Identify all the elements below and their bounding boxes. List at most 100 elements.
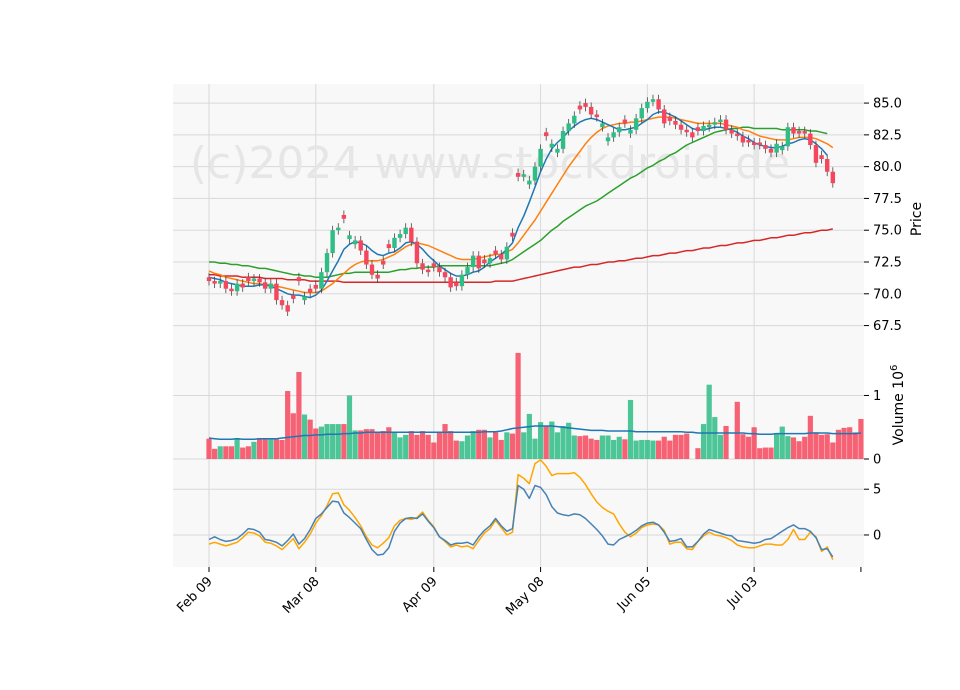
watermark: (c)2024 www.stockdroid.de <box>190 138 790 189</box>
volume-bar <box>712 417 718 459</box>
volume-bar <box>611 439 617 459</box>
volume-bar <box>656 440 662 459</box>
y-tick-label: 72.5 <box>873 256 902 271</box>
volume-bar <box>459 441 465 459</box>
candle-body <box>431 263 436 268</box>
candle-body <box>257 278 262 283</box>
oscillator-line-b <box>208 459 834 561</box>
candle-body <box>499 254 504 260</box>
candle-body <box>695 127 701 132</box>
volume-bar <box>504 432 510 459</box>
candle-body <box>425 269 431 273</box>
volume-bar <box>740 434 746 459</box>
y-tick-label: 80.0 <box>873 160 902 175</box>
candle-body <box>802 131 807 134</box>
volume-bar <box>228 446 235 459</box>
volume-bar <box>330 424 336 459</box>
volume-bar <box>363 429 369 459</box>
volume-bar <box>318 426 324 459</box>
candle-body <box>206 277 212 282</box>
candle-body <box>212 281 217 284</box>
volume-bar <box>521 432 527 459</box>
candle-body <box>633 118 639 130</box>
candle-body <box>465 267 470 275</box>
candle-body <box>307 288 313 293</box>
volume-bar <box>358 430 364 459</box>
volume-bar <box>858 418 864 459</box>
y-tick-label: 77.5 <box>873 192 902 207</box>
candle-body <box>409 227 414 242</box>
volume-bar <box>498 439 504 459</box>
price-moving-averages <box>208 111 834 299</box>
volume-bar <box>206 438 212 459</box>
volume-bar <box>751 427 757 459</box>
volume-bar <box>256 438 263 459</box>
volume-bar <box>790 437 797 459</box>
candle-body <box>330 230 335 254</box>
candle-body <box>566 123 571 132</box>
volume-bar <box>672 434 679 459</box>
candle-body <box>740 136 746 143</box>
volume-bar <box>391 431 398 459</box>
candle-body <box>718 119 723 123</box>
candle-body <box>600 123 605 128</box>
candle-body <box>229 288 234 292</box>
volume-bar <box>493 432 499 459</box>
volume-bar <box>414 434 420 459</box>
candle-body <box>723 119 729 130</box>
volume-bar <box>240 447 246 459</box>
volume-bar <box>779 426 785 459</box>
candle-body <box>476 255 481 269</box>
y-tick-label: 1 <box>873 389 881 404</box>
candle-body <box>549 143 555 148</box>
candle-body <box>369 264 375 275</box>
candle-body <box>830 171 836 184</box>
candle-body <box>532 166 538 181</box>
x-tick-label: Feb 09 <box>174 574 216 616</box>
volume-bar <box>307 419 313 459</box>
volume-bar <box>386 427 392 459</box>
volume-bar <box>526 413 532 459</box>
candle-body <box>381 260 386 265</box>
candle-body <box>667 117 673 121</box>
y-tick-label: 85.0 <box>873 97 902 112</box>
volume-bar <box>223 446 229 459</box>
volume-bar <box>262 439 268 459</box>
candle-body <box>240 283 245 288</box>
candle-body <box>504 246 510 260</box>
volume-bar <box>532 438 538 459</box>
ma-long-line <box>209 228 833 284</box>
volume-bar <box>734 401 740 459</box>
volume-moving-average <box>208 425 861 441</box>
volume-bar <box>408 431 414 459</box>
candle-body <box>454 282 459 287</box>
volume-bar <box>346 395 353 459</box>
volume-bar <box>324 424 330 459</box>
candle-body <box>617 127 622 133</box>
candle-body <box>313 284 318 289</box>
price-axis-label: Price <box>909 202 925 236</box>
candle-body <box>319 272 324 289</box>
price-candles <box>206 94 836 317</box>
volume-bar <box>644 439 650 459</box>
candle-body <box>544 132 549 137</box>
ma-mid-line <box>208 116 834 294</box>
candle-body <box>234 283 240 292</box>
volume-bar <box>594 439 600 459</box>
x-tick-label: Mar 08 <box>280 574 323 617</box>
volume-bar <box>639 439 645 459</box>
candle-body <box>622 119 628 124</box>
candle-body <box>291 295 296 299</box>
candle-body <box>819 155 824 160</box>
candle-body <box>352 240 358 245</box>
volume-bars <box>206 352 864 459</box>
candle-body <box>341 214 347 219</box>
volume-bar <box>431 442 437 459</box>
candle-body <box>493 250 498 255</box>
volume-bar <box>543 425 549 459</box>
candle-body <box>358 240 363 251</box>
volume-bar <box>397 437 403 459</box>
candle-body <box>639 108 644 119</box>
candle-body <box>813 145 819 163</box>
